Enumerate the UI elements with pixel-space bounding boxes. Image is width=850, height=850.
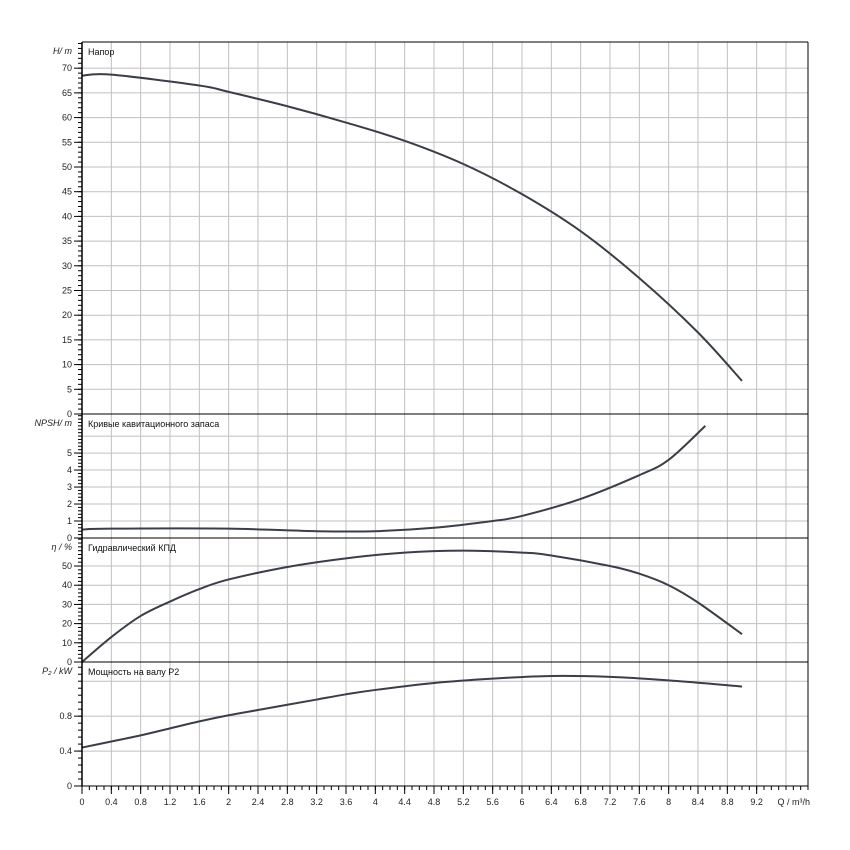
y-tick-label: 5: [67, 448, 72, 458]
x-tick-label: 0.8: [134, 797, 147, 807]
y-tick-label: 5: [67, 384, 72, 394]
x-tick-label: 2.8: [281, 797, 294, 807]
curve-3: [81, 674, 743, 749]
y-axis-label: NPSH/ m: [34, 418, 72, 428]
y-axis-label: P₂ / kW: [42, 666, 73, 676]
y-tick-label: 0: [67, 409, 72, 419]
y-tick-label: 35: [62, 236, 72, 246]
x-tick-label: 4: [373, 797, 378, 807]
x-tick-label: 1.6: [193, 797, 206, 807]
y-tick-label: 1: [67, 516, 72, 526]
y-tick-label: 0.8: [59, 711, 72, 721]
y-tick-label: 65: [62, 88, 72, 98]
y-tick-label: 50: [62, 561, 72, 571]
x-tick-label: 1.2: [164, 797, 177, 807]
x-tick-label: 5.2: [457, 797, 470, 807]
y-tick-label: 45: [62, 187, 72, 197]
x-tick-label: 6.4: [545, 797, 558, 807]
y-tick-label: 20: [62, 619, 72, 629]
y-tick-label: 2: [67, 499, 72, 509]
y-tick-label: 40: [62, 211, 72, 221]
y-tick-label: 0: [67, 657, 72, 667]
x-tick-label: 2: [226, 797, 231, 807]
panel-title: Гидравлический КПД: [88, 543, 176, 553]
panel-title: Кривые кавитационного запаса: [88, 419, 219, 429]
x-tick-label: 9.2: [750, 797, 763, 807]
y-axis-label: η / %: [51, 542, 72, 552]
y-tick-label: 0: [67, 781, 72, 791]
y-tick-label: 10: [62, 360, 72, 370]
x-tick-label: 8: [666, 797, 671, 807]
x-tick-label: 6: [519, 797, 524, 807]
x-tick-label: 0: [79, 797, 84, 807]
y-tick-label: 30: [62, 599, 72, 609]
y-tick-label: 50: [62, 162, 72, 172]
x-tick-label: 5.6: [486, 797, 499, 807]
y-tick-label: 10: [62, 638, 72, 648]
y-tick-label: 60: [62, 113, 72, 123]
curve-2: [81, 549, 743, 663]
x-tick-label: 3.2: [310, 797, 323, 807]
x-tick-label: 7.2: [604, 797, 617, 807]
panel-title: Мощность на валу P2: [88, 667, 179, 677]
x-tick-label: 0.4: [105, 797, 118, 807]
curve-1: [81, 425, 707, 533]
x-tick-label: 8.8: [721, 797, 734, 807]
panel-title: Напор: [88, 47, 114, 57]
y-tick-label: 15: [62, 335, 72, 345]
curve-0: [81, 73, 743, 382]
y-tick-label: 0.4: [59, 746, 72, 756]
x-tick-label: 2.4: [252, 797, 265, 807]
y-axis-label: H/ m: [53, 46, 73, 56]
x-tick-label: 6.8: [574, 797, 587, 807]
y-tick-label: 0: [67, 533, 72, 543]
x-tick-label: 4.4: [398, 797, 411, 807]
y-tick-label: 70: [62, 63, 72, 73]
y-tick-label: 3: [67, 482, 72, 492]
x-tick-label: 3.6: [340, 797, 353, 807]
x-tick-label: 7.6: [633, 797, 646, 807]
y-tick-label: 30: [62, 261, 72, 271]
x-tick-label: 4.8: [428, 797, 441, 807]
y-tick-label: 20: [62, 310, 72, 320]
y-tick-label: 25: [62, 285, 72, 295]
y-tick-label: 4: [67, 465, 72, 475]
x-axis-label: Q / m³/h: [777, 797, 810, 807]
x-tick-label: 8.4: [692, 797, 705, 807]
y-tick-label: 55: [62, 137, 72, 147]
y-tick-label: 40: [62, 580, 72, 590]
